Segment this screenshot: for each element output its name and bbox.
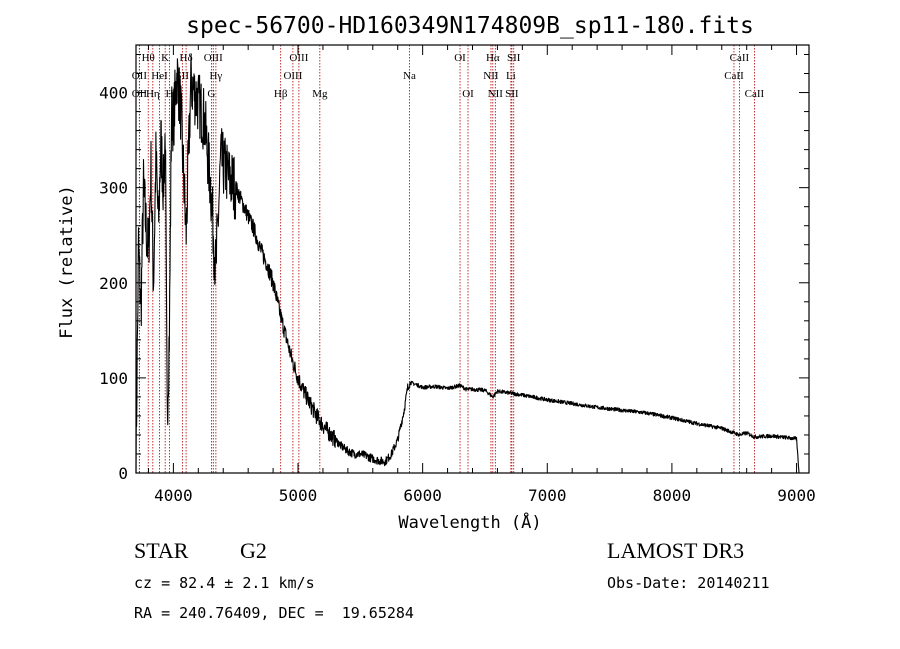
line-label: CaII — [724, 70, 744, 82]
spectral-line-labels: OIIOIIHθHηHeIKHSIIHδGOIIIHγHβOIIIOIIIMgN… — [132, 52, 765, 100]
line-label: OIII — [283, 70, 302, 82]
line-label: Hθ — [142, 52, 155, 64]
x-tick-label: 9000 — [777, 486, 816, 505]
x-tick-label: 8000 — [653, 486, 692, 505]
line-label: HeI — [151, 70, 168, 82]
redshift-cz: cz = 82.4 ± 2.1 km/s — [134, 574, 315, 592]
line-label: CaII — [730, 52, 750, 64]
line-label: G — [207, 88, 215, 100]
line-label: OII — [132, 70, 148, 82]
line-label: Hα — [486, 52, 500, 64]
line-label: Hη — [146, 88, 160, 100]
y-tick-label: 0 — [118, 464, 128, 483]
line-label: Li — [506, 70, 516, 82]
x-tick-label: 5000 — [279, 486, 318, 505]
coordinates: RA = 240.76409, DEC = 19.65284 — [134, 604, 414, 622]
chart-title: spec-56700-HD160349N174809B_sp11-180.fit… — [186, 13, 754, 39]
y-tick-label: 100 — [99, 369, 128, 388]
x-axis-label: Wavelength (Å) — [398, 511, 541, 533]
line-label: Hδ — [180, 52, 193, 64]
spectral-subclass: G2 — [240, 538, 267, 563]
x-tick-label: 6000 — [403, 486, 442, 505]
line-label: Hβ — [274, 88, 288, 100]
line-label: Na — [403, 70, 416, 82]
line-label: Mg — [312, 88, 328, 100]
object-class: STAR — [134, 538, 189, 563]
y-tick-label: 300 — [99, 179, 128, 198]
line-label: NII — [483, 70, 499, 82]
line-label: Hγ — [209, 70, 222, 82]
plot-frame — [135, 44, 810, 474]
y-axis-label: Flux (relative) — [57, 185, 77, 339]
line-label: NII — [488, 88, 504, 100]
x-tick-label: 7000 — [528, 486, 567, 505]
line-label: OIII — [289, 52, 308, 64]
spectral-line-markers — [138, 45, 755, 473]
line-label: SII — [507, 52, 521, 64]
line-label: CaII — [745, 88, 765, 100]
observation-date: Obs-Date: 20140211 — [607, 574, 770, 592]
line-label: OIII — [204, 52, 223, 64]
line-label: K — [161, 52, 169, 64]
line-label: OI — [462, 88, 474, 100]
x-axis-ticks: 4000 5000 6000 7000 8000 9000 — [147, 45, 816, 505]
line-label: H — [166, 88, 174, 100]
y-tick-label: 200 — [99, 274, 128, 293]
line-label: OI — [454, 52, 466, 64]
x-tick-label: 4000 — [154, 486, 193, 505]
spectrum-series-line — [135, 53, 800, 474]
line-label: SII — [505, 88, 519, 100]
survey-name: LAMOST DR3 — [607, 538, 745, 563]
y-tick-label: 400 — [99, 84, 128, 103]
y-axis-ticks: 0 100 200 300 400 — [99, 54, 809, 483]
